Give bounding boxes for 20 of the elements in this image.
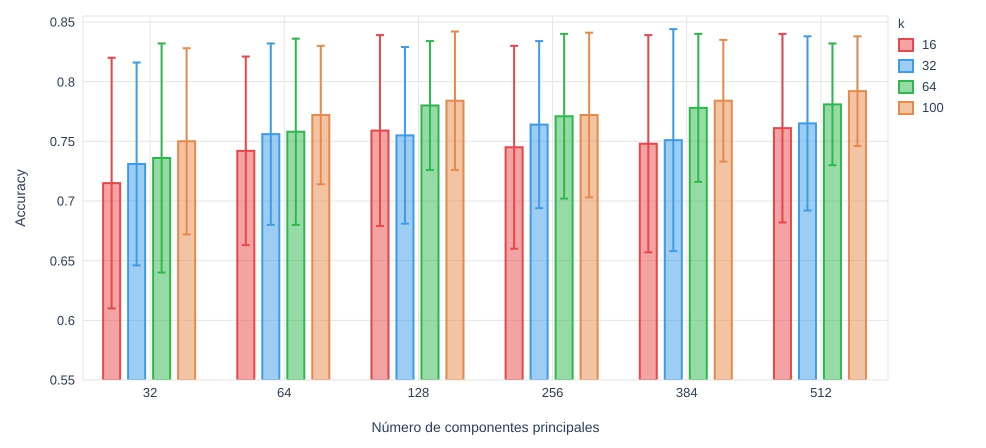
y-tick-label: 0.55: [50, 372, 75, 388]
x-tick-label: 256: [542, 385, 564, 400]
x-axis-title: Número de componentes principales: [371, 419, 600, 435]
y-tick-label: 0.8: [56, 74, 75, 90]
legend-label: 100: [922, 100, 944, 115]
x-tick-label: 384: [676, 385, 698, 400]
legend-title: k: [898, 16, 906, 31]
y-axis-title: Accuracy: [12, 169, 28, 227]
x-tick-label: 128: [408, 385, 430, 400]
legend-label: 16: [922, 37, 936, 52]
y-tick-label: 0.65: [50, 253, 75, 268]
x-tick-label: 512: [810, 385, 832, 400]
y-tick-label: 0.6: [56, 312, 75, 328]
y-tick-label: 0.7: [56, 194, 75, 209]
legend-label: 32: [922, 58, 936, 73]
x-tick-label: 64: [277, 385, 292, 400]
legend-label: 64: [922, 79, 936, 94]
y-tick-label: 0.85: [50, 14, 75, 30]
y-tick-label: 0.75: [50, 134, 75, 149]
x-tick-label: 32: [142, 385, 158, 400]
